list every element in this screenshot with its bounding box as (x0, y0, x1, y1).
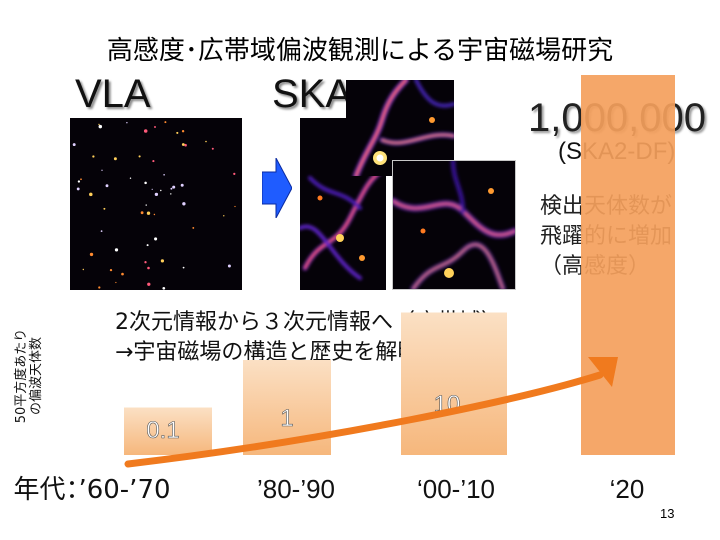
radio-source-dot (227, 264, 231, 268)
ska-label: SKA (272, 72, 353, 116)
vla-sky-image (70, 118, 242, 290)
bar (581, 75, 675, 455)
radio-source-dot (77, 180, 81, 183)
radio-source-dot (170, 193, 172, 195)
radio-source-dot (129, 177, 132, 179)
radio-source-dot (80, 178, 82, 181)
growth-arrow (124, 371, 604, 468)
radio-source-dot (146, 244, 149, 247)
vla-sky-dots (72, 121, 236, 290)
radio-source-dot (147, 266, 150, 270)
radio-source-dot (163, 174, 165, 176)
radio-source-dot (181, 143, 185, 146)
radio-source-dot (160, 259, 165, 263)
x-tick-label: ’80-’90 (257, 474, 335, 504)
radio-source-dot (211, 147, 214, 150)
radio-source-dot (233, 172, 236, 176)
radio-source-dot (184, 143, 187, 147)
radio-source-dot (172, 185, 176, 189)
radio-source-dot (182, 202, 186, 206)
radio-source-dot (138, 155, 141, 158)
ska-sky-image-middle (346, 80, 454, 176)
data-label: 1 (280, 405, 293, 432)
radio-source-dot (154, 126, 156, 128)
radio-source-dot (205, 140, 207, 143)
radio-source-dot (176, 131, 179, 134)
radio-source-dot (72, 143, 76, 147)
radio-source-dot (121, 272, 124, 276)
radio-source-dot (181, 130, 185, 133)
vla-label: VLA (75, 72, 151, 116)
x-tick-label: 年代：’60-’70 (13, 475, 170, 505)
ska-filaments-middle (353, 80, 454, 176)
radio-source-dot (144, 181, 147, 185)
radio-source-dot (98, 286, 101, 289)
radio-source-dot (164, 121, 167, 124)
bar (124, 407, 212, 455)
arrow-right-icon (262, 158, 292, 218)
radio-source-dot (145, 204, 147, 206)
radio-source-dot (115, 281, 117, 284)
x-tick-label: ‘00-’10 (417, 474, 495, 504)
radio-source-dot (114, 248, 119, 252)
radio-source-dot (105, 184, 109, 188)
radio-source-dot (143, 129, 148, 133)
radio-source-dot (180, 183, 184, 187)
radio-source-dot (98, 123, 100, 126)
page-number: 13 (660, 506, 675, 521)
radio-source-dot (100, 230, 103, 232)
ska-sky-image-front (392, 160, 516, 290)
radio-source-dot (103, 207, 106, 210)
radio-source-dot (82, 268, 84, 271)
radio-source-dot (76, 187, 80, 191)
bar (401, 312, 507, 455)
radio-source-dot (140, 211, 144, 215)
radio-source-dot (153, 213, 156, 216)
radio-source-dot (92, 155, 95, 158)
radio-source-dot (146, 211, 151, 215)
radio-source-dot (126, 122, 128, 124)
radio-source-dot (89, 252, 94, 257)
slide-title: 高感度･広帯域偏波観測による宇宙磁場研究 (106, 36, 614, 66)
radio-source-dot (101, 169, 103, 171)
x-tick-label: ‘20 (610, 474, 645, 504)
radio-source-dot (89, 192, 93, 197)
radio-source-dot (152, 160, 155, 163)
radio-source-dot (160, 189, 162, 192)
radio-source-dot (182, 266, 185, 269)
arrow-head-icon (588, 357, 618, 387)
radio-source-dot (147, 282, 151, 286)
radio-source-dot (234, 205, 236, 208)
radio-source-dot (113, 157, 117, 161)
radio-source-dot (154, 237, 158, 241)
radio-source-dot (144, 261, 147, 264)
radio-source-dot (223, 215, 225, 217)
radio-source-dot (154, 192, 159, 197)
data-label: 0.1 (146, 417, 179, 444)
radio-source-dot (170, 187, 173, 190)
radio-source-dot (192, 226, 195, 229)
radio-source-dot (109, 268, 113, 272)
ska-filaments-front (393, 161, 515, 289)
ska-filaments-back (300, 165, 386, 280)
radio-source-dot (162, 286, 166, 290)
radio-source-dot (98, 124, 103, 129)
radio-source-dot (151, 188, 153, 190)
